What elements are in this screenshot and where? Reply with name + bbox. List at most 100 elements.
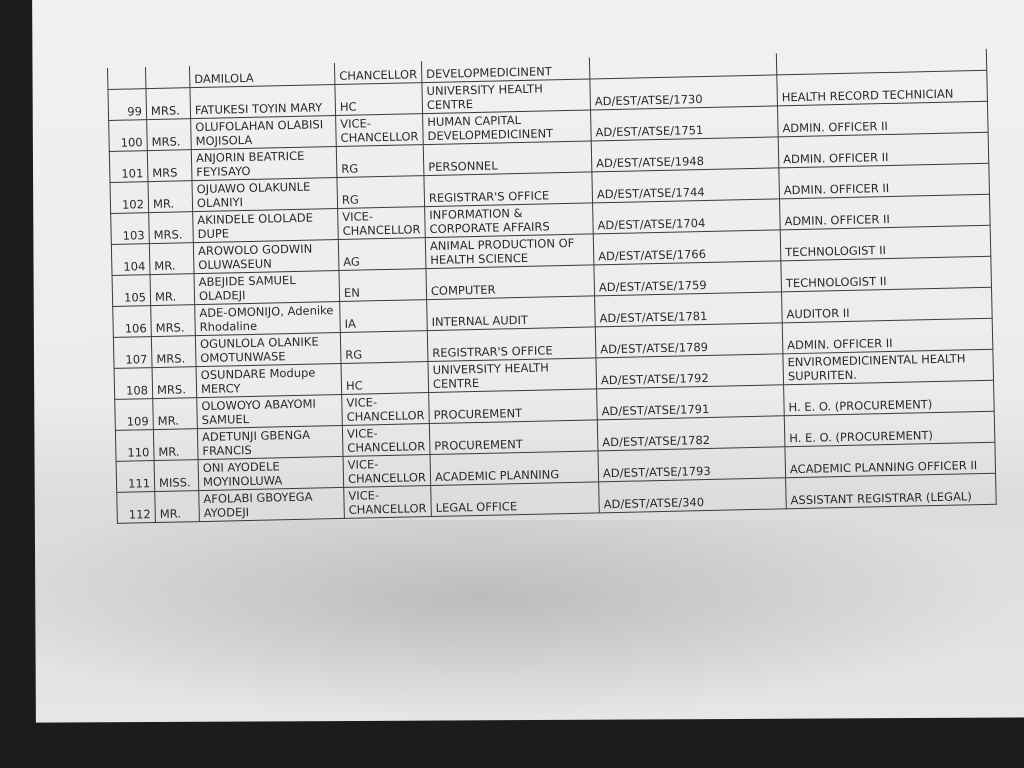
cell-department: COMPUTER (425, 264, 595, 300)
cell-name: OLUFOLAHAN OLABISI MOJISOLA (190, 115, 337, 150)
cell-number: 109 (114, 398, 154, 431)
cell-file-number: AD/EST/ATSE/1948 (591, 136, 779, 172)
shadow (34, 520, 1024, 720)
cell-file-number: AD/EST/ATSE/1792 (595, 353, 784, 389)
cell-department: LEGAL OFFICE (430, 481, 600, 517)
cell-rank: ACADEMIC PLANNING OFFICER II (784, 442, 996, 478)
cell-unit: VICE-CHANCELLOR (341, 392, 430, 426)
cell-file-number: AD/EST/ATSE/1793 (597, 446, 786, 482)
cell-title: MR. (153, 428, 199, 461)
cell-rank: ENVIROMEDICINENTAL HEALTH SUPURITEN. (782, 349, 994, 385)
cell-rank: ADMIN. OFFICER II (778, 132, 989, 168)
cell-name: OSUNDARE Modupe MERCY (196, 363, 342, 398)
cell-number: 103 (110, 212, 150, 245)
cell-rank: ASSISTANT REGISTRAR (LEGAL) (785, 473, 997, 509)
cell-unit: AG (338, 237, 426, 271)
cell-department: PROCUREMENT (428, 388, 598, 424)
cell-unit: RG (336, 144, 424, 178)
cell-rank: ADMIN. OFFICER II (782, 318, 993, 354)
cell-name: AKINDELE OLOLADE DUPE (192, 208, 339, 243)
cell-title: MR. (149, 242, 195, 275)
cell-title: MR. (152, 397, 198, 430)
cell-unit: RG (336, 175, 425, 209)
cell-department: REGISTRAR'S OFFICE (427, 326, 596, 362)
cell-file-number: AD/EST/ATSE/1766 (593, 229, 781, 265)
cell-name: DAMILOLA (189, 63, 335, 88)
cell-number: 112 (116, 491, 156, 524)
cell-unit: VICE-CHANCELLOR (337, 206, 426, 240)
cell-department: PERSONNEL (423, 140, 592, 176)
cell-department: UNIVERSITY HEALTH CENTRE (427, 357, 597, 393)
cell-unit: EN (338, 268, 427, 302)
cell-rank: TECHNOLOGIST II (780, 256, 992, 292)
cell-title: MRS. (151, 335, 197, 368)
cell-unit: HC (334, 82, 423, 116)
cell-name: ABEJIDE SAMUEL OLADEJI (194, 270, 340, 305)
cell-title: MR. (150, 273, 195, 306)
cell-number: 106 (112, 305, 152, 338)
cell-file-number: AD/EST/ATSE/1791 (596, 384, 785, 420)
cell-file-number: AD/EST/ATSE/1759 (593, 260, 782, 296)
cell-department: ANIMAL PRODUCTION OF HEALTH SCIENCE (425, 233, 594, 269)
cell-department: PROCUREMENT (429, 419, 598, 455)
cell-rank: AUDITOR II (781, 287, 993, 323)
cell-title: MR. (147, 180, 193, 213)
cell-name: OGUNLOLA OLANIKE OMOTUNWASE (195, 332, 342, 367)
cell-unit: VICE-CHANCELLOR (342, 423, 431, 457)
cell-file-number: AD/EST/ATSE/1744 (591, 167, 780, 203)
cell-number: 107 (113, 336, 153, 369)
cell-title: MRS. (148, 211, 194, 244)
cell-rank: H. E. O. (PROCUREMENT) (783, 380, 995, 416)
cell-name: ANJORIN BEATRICE FEYISAYO (191, 146, 337, 181)
cell-number: 105 (112, 274, 151, 307)
cell-title: MISS. (154, 459, 199, 492)
cell-rank: ADMIN. OFFICER II (779, 194, 991, 230)
cell-name: FATUKESI TOYIN MARY (189, 84, 336, 119)
cell-title: MRS (147, 149, 192, 182)
staff-table: DAMILOLA CHANCELLOR DEVELOPMEDICINENT 99… (107, 48, 997, 524)
cell-unit: CHANCELLOR (334, 61, 422, 85)
cell-name: AROWOLO GODWIN OLUWASEUN (193, 239, 339, 274)
cell-file-number: AD/EST/ATSE/1704 (592, 198, 781, 234)
cell-unit: VICE-CHANCELLOR (343, 485, 432, 519)
cell-unit: RG (340, 330, 428, 364)
cell-file-number: AD/EST/ATSE/1789 (595, 322, 783, 358)
cell-title: MRS. (150, 304, 196, 337)
cell-department: INFORMATION & CORPORATE AFFAIRS (424, 202, 594, 238)
cell-department: ACADEMIC PLANNING (430, 450, 599, 486)
cell-name: ONI AYODELE MOYINOLUWA (198, 456, 344, 491)
cell-department: HUMAN CAPITAL DEVELOPMEDICINENT (422, 109, 592, 145)
cell-title: MRS. (152, 366, 197, 399)
cell-number: 108 (114, 367, 153, 400)
cell-rank: ADMIN. OFFICER II (777, 101, 989, 137)
cell-file-number: AD/EST/ATSE/1751 (590, 105, 779, 141)
cell-title: MRS. (145, 87, 191, 120)
staff-table-container: DAMILOLA CHANCELLOR DEVELOPMEDICINENT 99… (107, 48, 997, 524)
cell-rank: HEALTH RECORD TECHNICIAN (776, 70, 988, 106)
cell-name: OLOWOYO ABAYOMI SAMUEL (196, 394, 343, 429)
cell-number: 100 (108, 119, 148, 152)
cell-file-number: AD/EST/ATSE/1730 (589, 74, 778, 110)
cell-number: 110 (115, 429, 155, 462)
cell-name: ADE-OMONIJO, Adenike Rhodaline (194, 301, 341, 336)
cell-unit: VICE-CHANCELLOR (343, 454, 431, 488)
cell-name: OJUAWO OLAKUNLE OLANIYI (191, 177, 338, 212)
cell-number: 102 (109, 181, 149, 214)
cell-title: MR. (154, 490, 200, 523)
cell-number: 99 (107, 88, 147, 121)
cell-department: UNIVERSITY HEALTH CENTRE (421, 78, 591, 114)
cell-file-number: AD/EST/ATSE/340 (598, 477, 787, 513)
cell-department: INTERNAL AUDIT (426, 295, 596, 331)
cell-name: AFOLABI GBOYEGA AYODEJI (198, 487, 345, 522)
cell-title: MRS. (146, 118, 192, 151)
cell-department: REGISTRAR'S OFFICE (423, 171, 593, 207)
cell-rank: ADMIN. OFFICER II (778, 163, 990, 199)
cell-file-number: AD/EST/ATSE/1782 (597, 415, 785, 451)
cell-rank: H. E. O. (PROCUREMENT) (784, 411, 995, 447)
cell-name: ADETUNJI GBENGA FRANCIS (197, 425, 344, 460)
cell-rank: TECHNOLOGIST II (780, 225, 991, 261)
cell-number: 111 (116, 460, 155, 493)
cell-file-number: AD/EST/ATSE/1781 (594, 291, 783, 327)
cell-unit: IA (339, 299, 428, 333)
cell-unit: VICE-CHANCELLOR (335, 113, 424, 147)
